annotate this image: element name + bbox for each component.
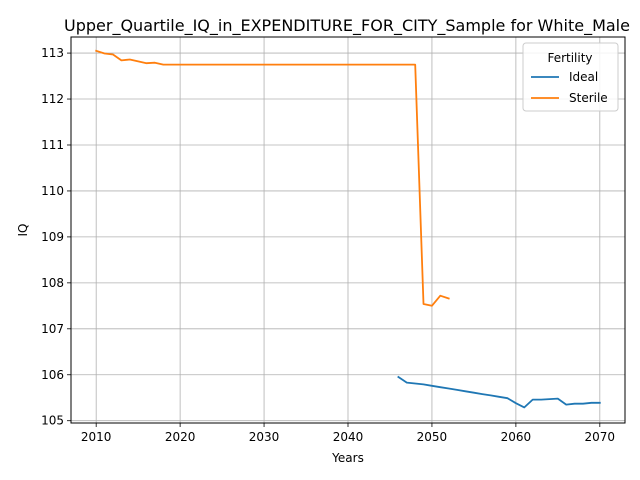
x-tick-label: 2040 [333,430,364,444]
series-line-sterile [95,49,450,307]
x-tick-label: 2030 [249,430,280,444]
grid [71,37,625,423]
y-tick-label: 107 [41,322,64,336]
x-axis-ticks: 2010 2020 2030 2040 2050 2060 2070 [81,423,615,444]
x-tick-label: 2070 [585,430,616,444]
x-tick-label: 2020 [165,430,196,444]
x-axis-label: Years [331,451,364,465]
chart-title: Upper_Quartile_IQ_in_EXPENDITURE_FOR_CIT… [64,16,630,36]
y-tick-label: 112 [41,92,64,106]
y-tick-label: 106 [41,368,64,382]
y-tick-label: 113 [41,46,64,60]
legend-box [522,42,619,112]
y-tick-label: 108 [41,276,64,290]
y-tick-label: 111 [41,138,64,152]
legend-title: Fertility [547,51,592,65]
legend: Fertility Ideal Sterile [522,42,619,112]
y-axis-ticks: 105 106 107 108 109 110 111 112 113 [41,46,71,428]
x-tick-label: 2010 [81,430,112,444]
x-tick-label: 2050 [417,430,448,444]
y-axis-label: IQ [16,224,30,237]
y-tick-label: 110 [41,184,64,198]
y-tick-label: 109 [41,230,64,244]
x-tick-label: 2060 [501,430,532,444]
series-line-ideal [397,375,601,409]
y-tick-label: 105 [41,414,64,428]
series-lines [95,49,601,409]
legend-ideal-label: Ideal [569,70,598,84]
legend-sterile-label: Sterile [569,91,608,105]
